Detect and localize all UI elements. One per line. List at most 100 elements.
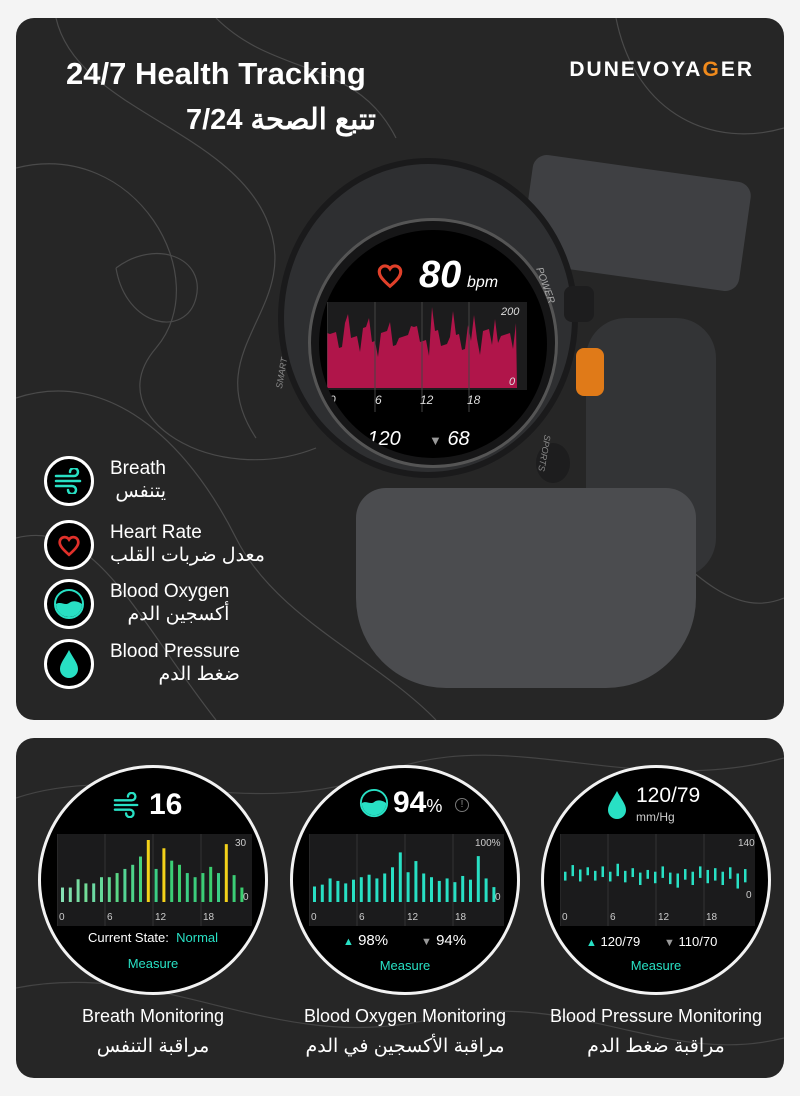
chart-range-bar xyxy=(661,866,664,878)
power-button[interactable] xyxy=(564,286,594,322)
feature-heart-rate: Heart Rate معدل ضربات القلب xyxy=(44,520,265,570)
chart-bar xyxy=(344,883,348,902)
chart-bar xyxy=(430,877,433,902)
bp-low: ▼ 110/70 xyxy=(664,934,718,949)
chart-range-bar xyxy=(586,867,589,876)
chart-bar xyxy=(107,877,111,902)
measure-button[interactable]: Measure xyxy=(379,958,431,973)
caption-label-arabic: مراقبة الأكسجين في الدم xyxy=(305,1036,505,1057)
chart-bar xyxy=(422,873,426,902)
info-icon[interactable]: ! xyxy=(455,798,469,812)
chart-range-bar xyxy=(699,866,702,878)
chart-bar xyxy=(240,887,244,902)
chart-bar xyxy=(367,874,371,902)
x-tick-label: 12 xyxy=(407,912,419,923)
chart-bar xyxy=(123,868,127,902)
chart-bar xyxy=(445,878,449,902)
min-heart-rate: ▼ 68 xyxy=(429,428,470,450)
heart-rate-value: 80 xyxy=(419,254,462,296)
feature-label-arabic: أكسجين الدم xyxy=(127,604,230,625)
feature-label: Breath xyxy=(110,458,166,479)
crown-button[interactable] xyxy=(576,348,604,396)
sport-button[interactable] xyxy=(536,443,570,483)
chart-bar xyxy=(178,864,181,902)
blood-oxygen-icon xyxy=(44,579,94,629)
chart-bar xyxy=(170,860,174,902)
heart-rate-chart xyxy=(327,302,527,412)
bp-unit: mm/Hg xyxy=(636,810,675,824)
chart-bar xyxy=(476,856,480,902)
chart-range-bar xyxy=(729,867,732,879)
feature-blood-oxygen: Blood Oxygen أكسجين الدم xyxy=(44,579,230,629)
caption-label: Blood Oxygen Monitoring xyxy=(303,1006,507,1026)
chart-range-bar xyxy=(579,869,582,882)
hero-panel: 24/7 Health Tracking تتبع الصحة 7/24 DUN… xyxy=(16,18,784,720)
x-tick-label: 6 xyxy=(107,912,113,923)
chart-bar xyxy=(162,848,166,902)
caption-label: Blood Pressure Monitoring xyxy=(549,1006,763,1026)
chart-bar xyxy=(217,873,220,902)
max-heart-rate: ▲ 120 xyxy=(349,428,401,450)
measure-button[interactable]: Measure xyxy=(127,956,179,971)
y-max-label: 30 xyxy=(235,838,247,849)
chart-range-bar xyxy=(639,872,642,885)
chart-bar xyxy=(232,875,236,902)
page-title: 24/7 Health Tracking xyxy=(66,56,366,91)
breath-icon xyxy=(113,792,139,818)
chart-range-bar xyxy=(601,866,604,878)
spo2-low: ▼ 94% xyxy=(421,932,467,949)
chart-range-bar xyxy=(736,873,739,889)
chart-bar xyxy=(185,873,189,902)
breath-rate-value: 16 xyxy=(149,788,183,821)
blood-drop-icon xyxy=(608,791,626,819)
breath-chart: 0 6 12 18 30 0 xyxy=(56,834,252,926)
chart-bar xyxy=(375,878,379,902)
x-tick-label: 6 xyxy=(359,912,365,923)
feature-label: Heart Rate xyxy=(110,522,202,543)
state-value: Normal xyxy=(176,930,219,945)
blood-oxygen-icon xyxy=(359,788,389,818)
chart-range-bar xyxy=(706,869,709,884)
spo2-value: 94% xyxy=(393,786,443,819)
y-min-label: 0 xyxy=(509,376,516,388)
chart-range-bar xyxy=(691,871,694,885)
y-max-label: 200 xyxy=(501,306,520,318)
chart-bar xyxy=(469,879,472,902)
bp-high: ▲ 120/79 xyxy=(586,934,641,949)
x-tick: 0 xyxy=(329,393,336,407)
chart-range-bar xyxy=(646,869,649,879)
caption-label-arabic: مراقبة ضغط الدم xyxy=(587,1036,725,1057)
x-tick-label: 18 xyxy=(455,912,467,923)
feature-label: Blood Pressure xyxy=(110,641,240,662)
measure-button[interactable]: Measure xyxy=(630,958,682,973)
chart-bar xyxy=(320,884,324,902)
heart-icon xyxy=(377,264,403,289)
chart-range-bar xyxy=(744,869,747,883)
blood-pressure-chart: 0 6 12 18 140 0 xyxy=(559,834,755,926)
chart-range-bar xyxy=(654,871,657,884)
chart-bar xyxy=(193,877,197,902)
brand-logo: DUNEVOYAGER xyxy=(569,58,754,81)
spo2-high: ▲ 98% xyxy=(343,932,389,949)
feature-label-arabic: ضغط الدم xyxy=(158,664,240,685)
page-title-arabic: تتبع الصحة 7/24 xyxy=(186,104,376,136)
chart-bar xyxy=(92,883,96,902)
chart-bar xyxy=(328,878,332,902)
chart-range-bar xyxy=(684,869,687,880)
y-min-label: 0 xyxy=(243,892,249,903)
chart-range-bar xyxy=(616,863,619,877)
state-label: Current State: xyxy=(87,930,169,945)
chart-bar xyxy=(453,882,457,902)
chart-range-bar xyxy=(624,870,627,883)
blood-pressure-watch: 120/79 mm/Hg 0 6 12 18 140 0 ▲ 120/79 ▼ 110/7… xyxy=(541,765,771,995)
blood-drop-icon xyxy=(44,639,94,689)
watch-screen: 80 bpm 200 0 0 6 12 18 ▲ 120 ▼ 68 ⌄ xyxy=(319,230,547,458)
x-tick-label: 0 xyxy=(59,912,65,923)
chart-range-bar xyxy=(631,868,634,878)
breath-watch: 16 0 6 12 18 30 0 Current State: Normal Measu… xyxy=(38,765,268,995)
chart-range-bar xyxy=(714,868,717,881)
chart-bar xyxy=(313,886,316,902)
chart-range-bar xyxy=(564,871,567,881)
chart-bar xyxy=(84,883,88,902)
x-tick-label: 12 xyxy=(658,912,670,923)
